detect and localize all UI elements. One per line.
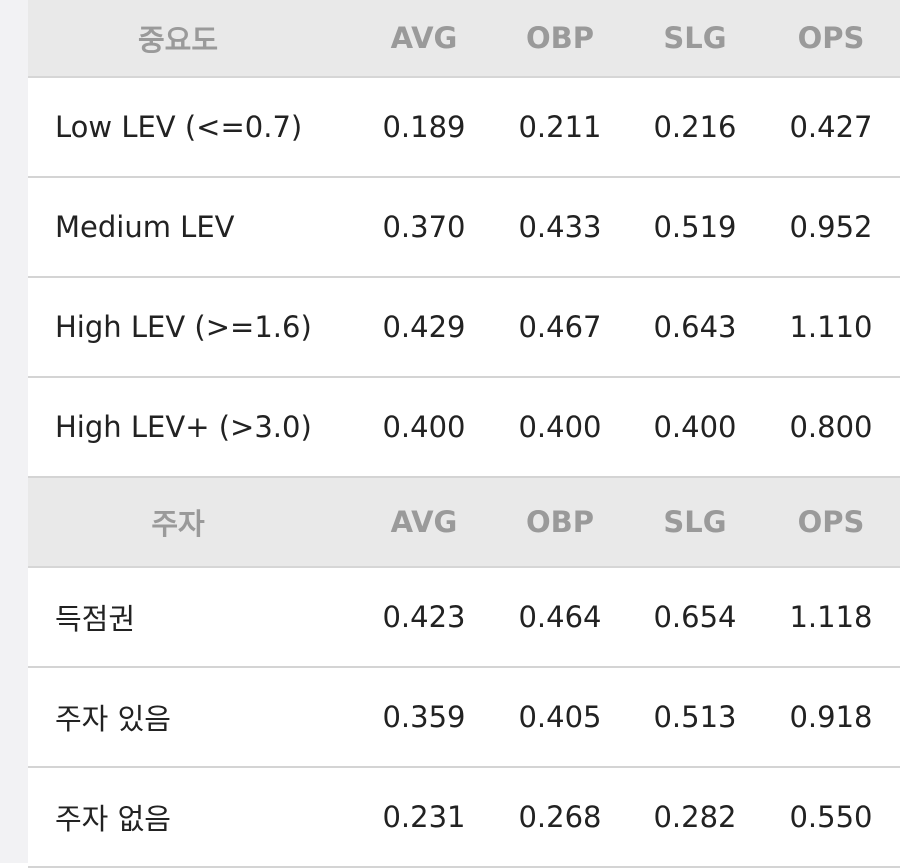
stat-value: 0.550: [789, 800, 873, 834]
data-row: High LEV (>=1.6) 0.429 0.467 0.643 1.110: [28, 278, 900, 378]
stat-value: 0.400: [518, 410, 602, 444]
stat-value: 0.427: [789, 110, 873, 144]
column-header: OPS: [797, 21, 865, 55]
row-label: 주자 있음: [55, 702, 171, 736]
stats-table: 중요도 AVG OBP SLG OPS Low LEV (<=0.7) 0.189 0.211…: [28, 0, 900, 868]
stat-value: 0.513: [653, 700, 737, 734]
data-row: 주자 있음 0.359 0.405 0.513 0.918: [28, 668, 900, 768]
stat-value: 0.282: [653, 800, 737, 834]
stat-value: 0.405: [518, 700, 602, 734]
column-header: SLG: [663, 21, 727, 55]
stat-value: 0.519: [653, 210, 737, 244]
column-header: 주자: [151, 507, 205, 541]
side-strip: [0, 0, 28, 863]
stat-value: 0.429: [382, 310, 466, 344]
stat-value: 0.643: [653, 310, 737, 344]
data-row: High LEV+ (>3.0) 0.400 0.400 0.400 0.800: [28, 378, 900, 478]
data-row: Medium LEV 0.370 0.433 0.519 0.952: [28, 178, 900, 278]
stat-value: 0.268: [518, 800, 602, 834]
stat-value: 0.918: [789, 700, 873, 734]
row-label: 주자 없음: [55, 802, 171, 836]
stat-value: 1.110: [789, 310, 873, 344]
stat-value: 0.189: [382, 110, 466, 144]
row-label: Medium LEV: [55, 210, 235, 244]
stat-value: 0.359: [382, 700, 466, 734]
data-row: 주자 없음 0.231 0.268 0.282 0.550: [28, 768, 900, 868]
header-row: 중요도 AVG OBP SLG OPS: [28, 0, 900, 78]
column-header: SLG: [663, 505, 727, 539]
row-label: High LEV+ (>3.0): [55, 410, 312, 444]
column-header: OBP: [525, 505, 594, 539]
column-header: OPS: [797, 505, 865, 539]
data-row: 득점권 0.423 0.464 0.654 1.118: [28, 568, 900, 668]
stat-value: 0.952: [789, 210, 873, 244]
row-label: Low LEV (<=0.7): [55, 110, 303, 144]
stat-value: 0.464: [518, 600, 602, 634]
row-label: 득점권: [55, 602, 136, 636]
stat-value: 0.400: [382, 410, 466, 444]
stat-value: 0.800: [789, 410, 873, 444]
stat-value: 0.216: [653, 110, 737, 144]
stat-value: 0.423: [382, 600, 466, 634]
stat-value: 0.400: [653, 410, 737, 444]
stat-value: 0.654: [653, 600, 737, 634]
stat-value: 0.467: [518, 310, 602, 344]
column-header: OBP: [525, 21, 594, 55]
stat-value: 0.370: [382, 210, 466, 244]
stat-value: 0.433: [518, 210, 602, 244]
stat-value: 0.231: [382, 800, 466, 834]
data-row: Low LEV (<=0.7) 0.189 0.211 0.216 0.427: [28, 78, 900, 178]
column-header: 중요도: [137, 23, 219, 57]
stat-value: 0.211: [518, 110, 602, 144]
column-header: AVG: [390, 505, 458, 539]
row-label: High LEV (>=1.6): [55, 310, 312, 344]
stat-value: 1.118: [789, 600, 873, 634]
column-header: AVG: [390, 21, 458, 55]
header-row: 주자 AVG OBP SLG OPS: [28, 478, 900, 568]
